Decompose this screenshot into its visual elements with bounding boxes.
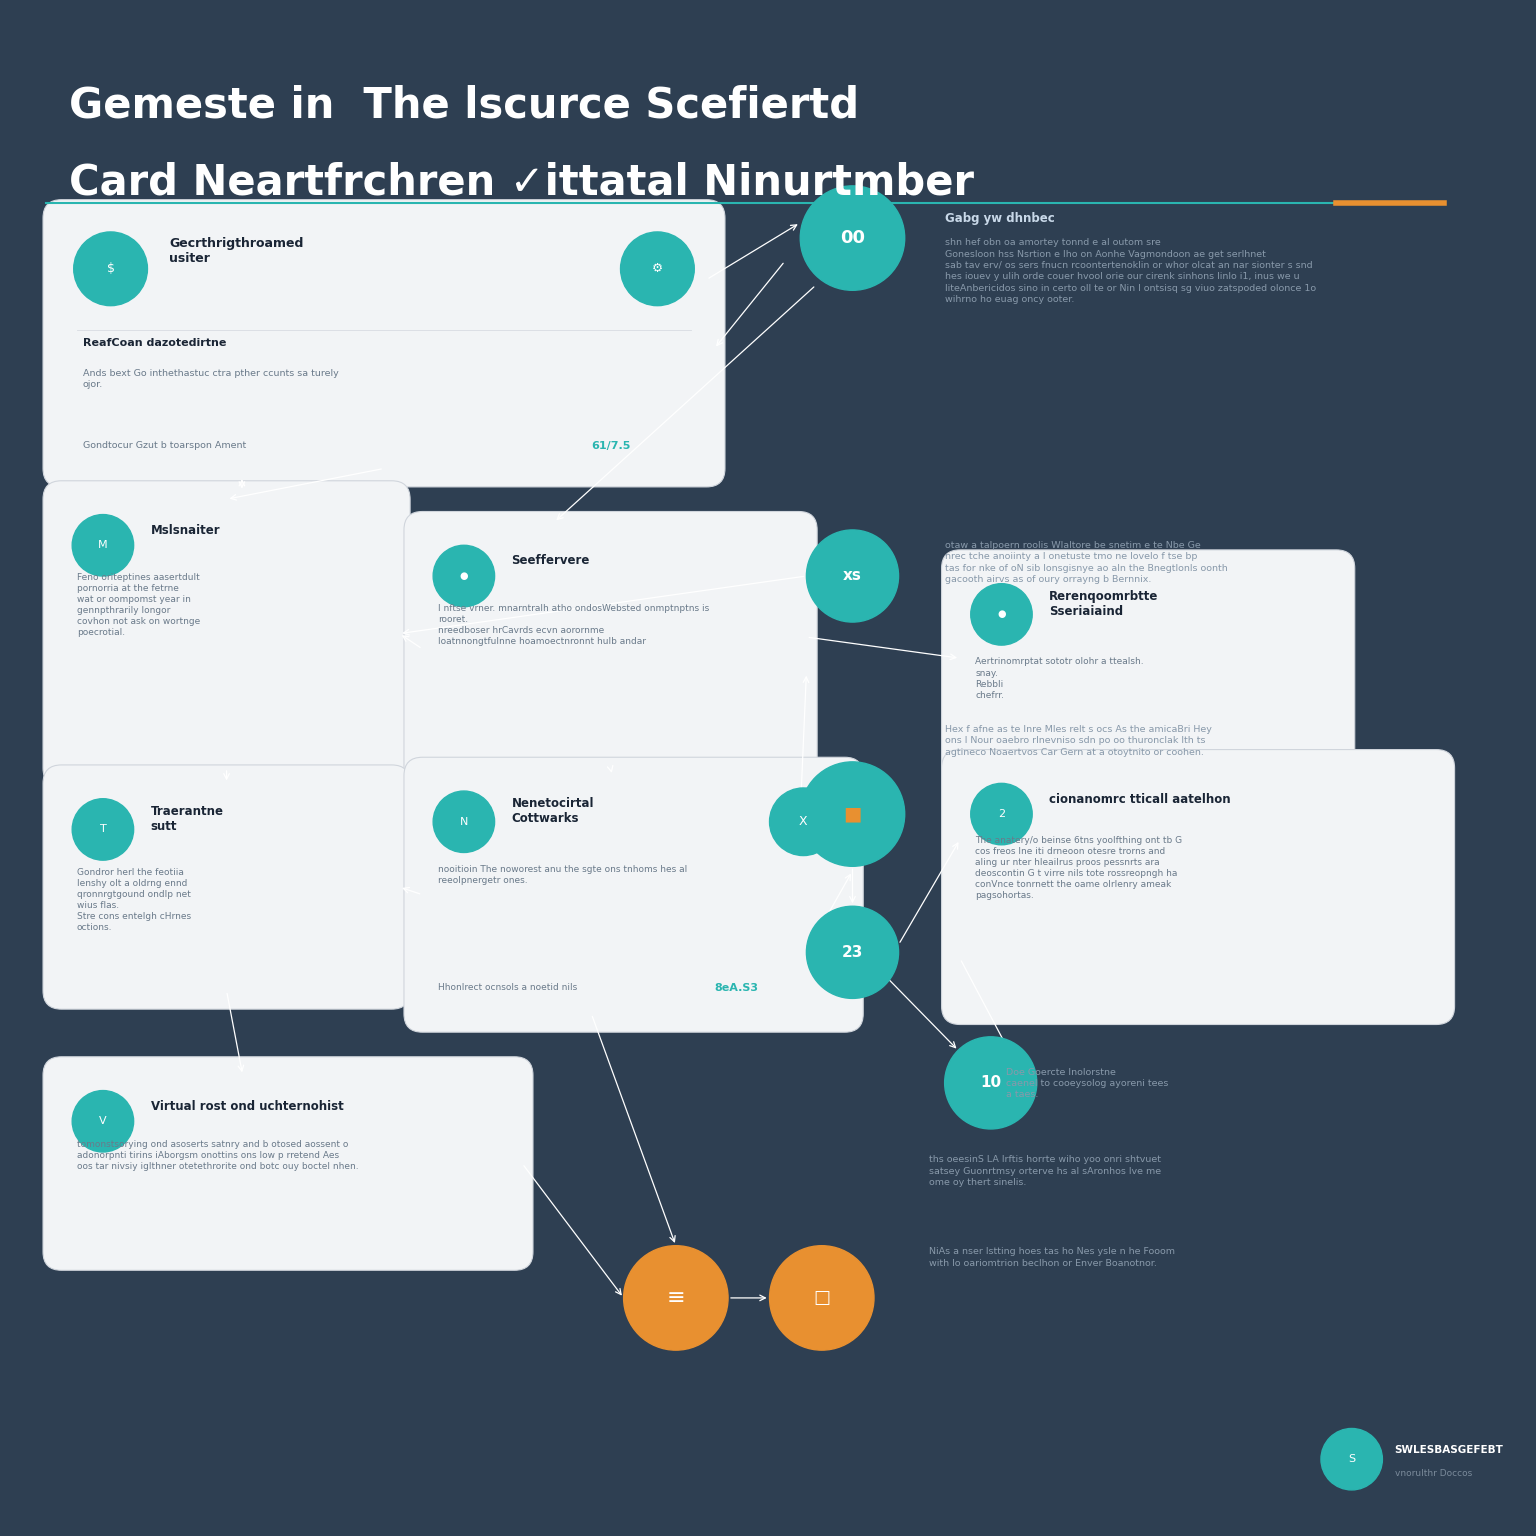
Text: Virtual rost ond uchternohist: Virtual rost ond uchternohist — [151, 1100, 343, 1112]
FancyBboxPatch shape — [404, 757, 863, 1032]
Circle shape — [72, 515, 134, 576]
FancyBboxPatch shape — [942, 750, 1455, 1025]
Text: N: N — [459, 817, 468, 826]
Text: Hhonlrect ocnsols a noetid nils: Hhonlrect ocnsols a noetid nils — [438, 983, 578, 992]
Text: Feno oriteptines aasertdult
pornorria at the fetrne
wat or oompomst year in
genn: Feno oriteptines aasertdult pornorria at… — [77, 573, 200, 637]
Circle shape — [433, 791, 495, 852]
Text: ●: ● — [997, 610, 1006, 619]
Text: S: S — [1349, 1455, 1355, 1464]
Text: Nenetocirtal
Cottwarks: Nenetocirtal Cottwarks — [511, 797, 594, 825]
Text: nooitioin The noworest anu the sgte ons tnhoms hes al
reeolpnergetr ones.: nooitioin The noworest anu the sgte ons … — [438, 865, 687, 885]
Text: xs: xs — [843, 568, 862, 584]
Text: Gondror herl the feotiia
lenshy olt a oldrng ennd
qronnrgtgound ondlp net
wius f: Gondror herl the feotiia lenshy olt a ol… — [77, 868, 190, 932]
Text: 23: 23 — [842, 945, 863, 960]
Text: Gondtocur Gzut b toarspon Ament: Gondtocur Gzut b toarspon Ament — [83, 441, 246, 450]
Text: Gemeste in  The lscurce Scefiertd: Gemeste in The lscurce Scefiertd — [69, 84, 859, 126]
Text: cionanomrc tticall aatelhon: cionanomrc tticall aatelhon — [1049, 793, 1230, 805]
Circle shape — [621, 232, 694, 306]
Text: Doe Goercte Inolorstne
caenel to cooeysolog ayoreni tees
a taes.: Doe Goercte Inolorstne caenel to cooeyso… — [1006, 1068, 1169, 1100]
Text: 10: 10 — [980, 1075, 1001, 1091]
Circle shape — [770, 788, 837, 856]
Circle shape — [72, 799, 134, 860]
Circle shape — [806, 530, 899, 622]
Circle shape — [806, 906, 899, 998]
Text: □: □ — [813, 1289, 831, 1307]
Text: X: X — [799, 816, 808, 828]
Text: 2: 2 — [998, 809, 1005, 819]
Circle shape — [624, 1246, 728, 1350]
Text: V: V — [100, 1117, 106, 1126]
Text: Rerenqoomrbtte
Sseriaiaind: Rerenqoomrbtte Sseriaiaind — [1049, 590, 1158, 617]
Circle shape — [971, 783, 1032, 845]
Text: ths oeesinS LA lrftis horrte wiho yoo onri shtvuet
satsey Guonrtmsy orterve hs a: ths oeesinS LA lrftis horrte wiho yoo on… — [929, 1155, 1161, 1187]
Text: 8eA.S3: 8eA.S3 — [714, 983, 759, 994]
Text: The anatery/o beinse 6tns yoolfthing ont tb G
cos freos lne iti drneoon otesre t: The anatery/o beinse 6tns yoolfthing ont… — [975, 836, 1183, 900]
Text: $: $ — [106, 263, 115, 275]
Circle shape — [945, 1037, 1037, 1129]
Text: Gecrthrigthroamed
usiter: Gecrthrigthroamed usiter — [169, 237, 303, 264]
Circle shape — [433, 545, 495, 607]
FancyBboxPatch shape — [942, 550, 1355, 786]
FancyBboxPatch shape — [43, 765, 410, 1009]
Text: Ands bext Go inthethastuc ctra pther ccunts sa turely
ojor.: Ands bext Go inthethastuc ctra pther ccu… — [83, 369, 339, 389]
Text: ⚙: ⚙ — [651, 263, 664, 275]
Text: ■: ■ — [843, 805, 862, 823]
Circle shape — [72, 1091, 134, 1152]
FancyBboxPatch shape — [43, 1057, 533, 1270]
Circle shape — [971, 584, 1032, 645]
Text: M: M — [98, 541, 108, 550]
Circle shape — [770, 1246, 874, 1350]
Text: 61/7.5: 61/7.5 — [591, 441, 631, 452]
FancyBboxPatch shape — [43, 200, 725, 487]
Text: ●: ● — [459, 571, 468, 581]
FancyBboxPatch shape — [404, 511, 817, 786]
Text: SWLESBASGEFEBT: SWLESBASGEFEBT — [1395, 1445, 1504, 1455]
Text: Traerantne
sutt: Traerantne sutt — [151, 805, 224, 833]
Text: ≡: ≡ — [667, 1287, 685, 1309]
Text: 00: 00 — [840, 229, 865, 247]
Text: tomonstsorying ond asoserts satnry and b otosed aossent o
adonorpnti tirins iAbo: tomonstsorying ond asoserts satnry and b… — [77, 1140, 358, 1170]
Text: Hex f afne as te Inre Mles relt s ocs As the amicaBri Hey
ons l Nour oaebro rlne: Hex f afne as te Inre Mles relt s ocs As… — [945, 725, 1212, 757]
Circle shape — [800, 762, 905, 866]
Text: Aertrinomrptat sototr olohr a ttealsh.
snay.
Rebbli
chefrr.: Aertrinomrptat sototr olohr a ttealsh. s… — [975, 657, 1144, 700]
Circle shape — [1321, 1428, 1382, 1490]
Circle shape — [74, 232, 147, 306]
Text: Seeffervere: Seeffervere — [511, 554, 590, 567]
Text: ReafCoan dazotedirtne: ReafCoan dazotedirtne — [83, 338, 226, 349]
Circle shape — [800, 186, 905, 290]
Text: vnorulthr Doccos: vnorulthr Doccos — [1395, 1468, 1471, 1478]
Text: NiAs a nser lstting hoes tas ho Nes ysle n he Fooom
with lo oariomtrion beclhon : NiAs a nser lstting hoes tas ho Nes ysle… — [929, 1247, 1175, 1267]
Text: T: T — [100, 825, 106, 834]
Text: Mslsnaiter: Mslsnaiter — [151, 524, 220, 536]
Text: Card Neartfrchren ✓ittatal Ninurtmber: Card Neartfrchren ✓ittatal Ninurtmber — [69, 161, 974, 203]
Text: Gabg yw dhnbec: Gabg yw dhnbec — [945, 212, 1054, 224]
Text: shn hef obn oa amortey tonnd e al outom sre
Gonesloon hss Nsrtion e Iho on Aonhe: shn hef obn oa amortey tonnd e al outom … — [945, 238, 1316, 304]
Text: otaw a talpoern roolis Wlaltore be snetim e te Nbe Ge
nrec tche anoiinty a l one: otaw a talpoern roolis Wlaltore be sneti… — [945, 541, 1227, 584]
FancyBboxPatch shape — [43, 481, 410, 786]
Text: l nftse vrner. mnarntralh atho ondosWebsted onmptnptns is
rooret.
nreedboser hrC: l nftse vrner. mnarntralh atho ondosWebs… — [438, 604, 710, 647]
